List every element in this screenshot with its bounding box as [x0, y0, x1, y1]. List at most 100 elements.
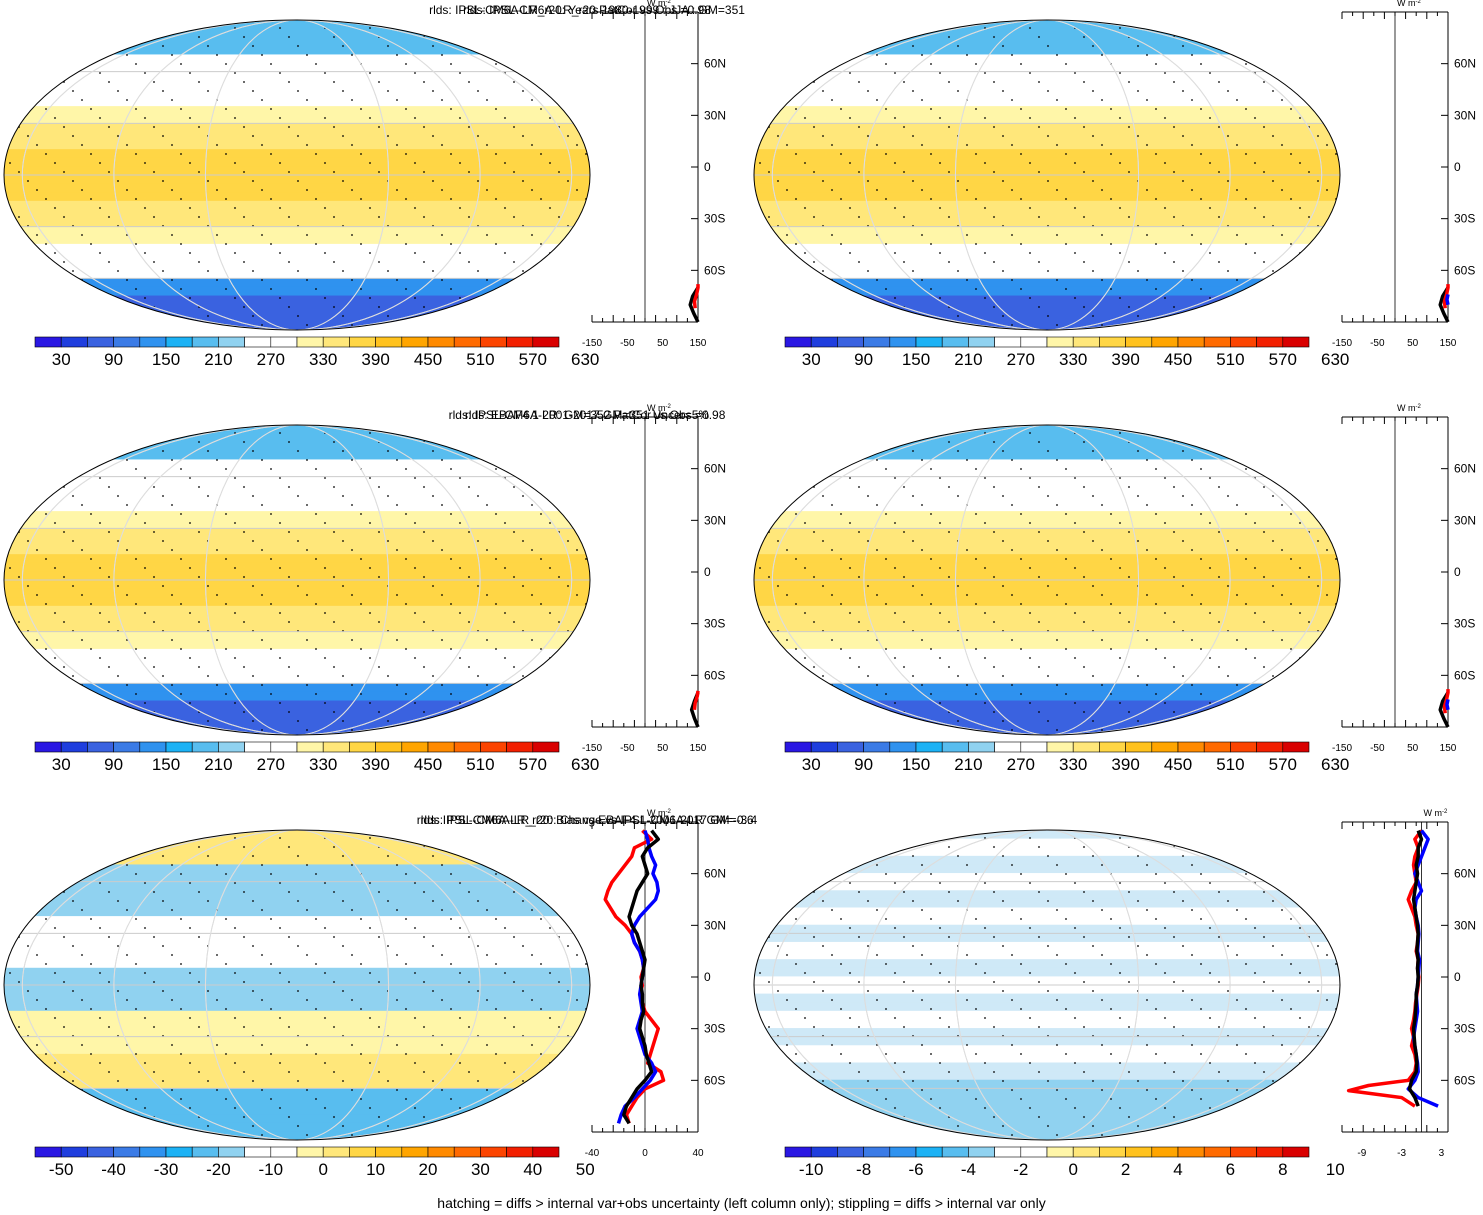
- colorbar-swatch: [87, 741, 114, 753]
- colorbar-swatch: [1256, 1146, 1284, 1158]
- zonal-x-tick-label: 0: [642, 1148, 648, 1159]
- colorbar-swatch: [1230, 1146, 1257, 1158]
- colorbar-swatch: [34, 741, 62, 753]
- colorbar-swatch: [60, 336, 88, 348]
- colorbar-tick-label: 390: [361, 755, 389, 774]
- colorbar-swatch: [1177, 336, 1205, 348]
- colorbar-tick-label: 570: [519, 755, 547, 774]
- colorbar-swatch: [218, 1146, 245, 1158]
- colorbar-swatch: [1099, 741, 1126, 753]
- colorbar-swatch: [218, 336, 245, 348]
- colorbar-swatch: [1125, 1146, 1153, 1158]
- lat-tick-label: 30N: [1454, 918, 1476, 932]
- colorbar-swatch: [810, 1146, 838, 1158]
- colorbar-swatch: [139, 1146, 167, 1158]
- colorbar-swatch: [401, 1146, 429, 1158]
- panel-p5: rlds: IPSL-CM6A-LR_r20: Bias vs EBAF4.1 …: [3, 813, 758, 1179]
- colorbar-swatch: [375, 336, 403, 348]
- colorbar-tick-label: 510: [1216, 755, 1244, 774]
- lat-tick-label: 60S: [1454, 668, 1475, 682]
- map-border: [3, 829, 591, 1141]
- colorbar-tick-label: 330: [309, 350, 337, 369]
- colorbar-swatch: [165, 336, 193, 348]
- colorbar-swatch: [113, 741, 141, 753]
- colorbar-swatch: [1046, 741, 1074, 753]
- colorbar-swatch: [1203, 741, 1231, 753]
- colorbar-tick-label: 90: [854, 755, 873, 774]
- colorbar-swatch: [34, 1146, 62, 1158]
- colorbar-tick-label: 390: [1111, 755, 1139, 774]
- colorbar-swatch: [941, 1146, 969, 1158]
- colorbar-swatch: [506, 741, 534, 753]
- colorbar-tick-label: 210: [204, 350, 232, 369]
- colorbar-swatch: [915, 336, 943, 348]
- colorbar-swatch: [532, 336, 560, 348]
- colorbar-swatch: [863, 1146, 891, 1158]
- lat-tick-label: 30S: [704, 1022, 725, 1036]
- colorbar-swatch: [296, 336, 324, 348]
- colorbar-swatch: [994, 1146, 1022, 1158]
- lat-tick-label: 60S: [1454, 263, 1475, 277]
- colorbar-swatch: [784, 336, 812, 348]
- colorbar-swatch: [191, 741, 219, 753]
- colorbar-swatch: [453, 741, 481, 753]
- colorbar-tick-label: 510: [466, 350, 494, 369]
- colorbar-swatch: [994, 741, 1022, 753]
- panel-p2: rlds: IPSL-CM6A-LR_r20 PatCor vs Obs =0.…: [463, 3, 1349, 369]
- zonal-series-zonal_other: [1406, 829, 1439, 1108]
- lat-tick-label: 30S: [704, 617, 725, 631]
- zonal-unit-label: W m-2: [1397, 0, 1421, 8]
- colorbar-swatch: [113, 1146, 141, 1158]
- zonal-x-tick-label: -50: [620, 338, 635, 349]
- colorbar-swatch: [322, 741, 350, 753]
- colorbar-tick-label: 450: [1164, 350, 1192, 369]
- colorbar-swatch: [191, 1146, 219, 1158]
- colorbar-swatch: [1282, 1146, 1310, 1158]
- colorbar-tick-label: 8: [1278, 1160, 1287, 1179]
- colorbar-tick-label: 150: [902, 350, 930, 369]
- map-field: [4, 425, 590, 735]
- colorbar-tick-label: 150: [152, 755, 180, 774]
- colorbar-swatch: [863, 336, 891, 348]
- colorbar-swatch: [1256, 741, 1284, 753]
- lat-tick-label: 60S: [704, 668, 725, 682]
- colorbar-tick-label: 90: [104, 350, 123, 369]
- map-border: [753, 424, 1341, 736]
- colorbar-swatch: [322, 1146, 350, 1158]
- colorbar-swatch: [375, 741, 403, 753]
- colorbar-tick-label: 90: [854, 350, 873, 369]
- zonal-x-tick-label: 150: [1440, 338, 1457, 349]
- zonal-unit-label: W m-2: [1424, 808, 1448, 818]
- colorbar-swatch: [784, 741, 812, 753]
- colorbar-swatch: [889, 741, 917, 753]
- colorbar-swatch: [1125, 336, 1153, 348]
- colorbar-swatch: [165, 741, 193, 753]
- lat-tick-label: 30N: [704, 513, 726, 527]
- colorbar-tick-label: -20: [206, 1160, 231, 1179]
- colorbar-swatch: [244, 741, 272, 753]
- colorbar-swatch: [915, 741, 943, 753]
- colorbar-tick-label: 630: [571, 350, 599, 369]
- colorbar-tick-label: 210: [954, 350, 982, 369]
- colorbar-swatch: [941, 336, 969, 348]
- zonal-panel-p2: W m-2 60N 30N 0 30S 60S -150 -50 50 150: [1332, 0, 1476, 349]
- colorbar: 30 90 150 210 270 330 390 450 510 570 630: [784, 336, 1349, 369]
- zonal-panel-p1: W m-2 60N 30N 0 30S 60S -150 -50 50 150: [582, 0, 726, 349]
- zonal-series-zonal_model: [1438, 286, 1450, 323]
- colorbar-swatch: [1282, 741, 1310, 753]
- zonal-panel-p6: W m-2 60N 30N 0 30S 60S -9 -3 3: [1341, 808, 1476, 1159]
- colorbar-tick-label: 20: [419, 1160, 438, 1179]
- colorbar-tick-label: 210: [954, 755, 982, 774]
- map-title: rlds: IPSL-CM6A-LR_r20 PatCor vs Obs =0.…: [463, 3, 711, 17]
- colorbar-tick-label: 150: [152, 350, 180, 369]
- colorbar-tick-label: 10: [1326, 1160, 1345, 1179]
- colorbar-swatch: [401, 336, 429, 348]
- lat-tick-label: 30S: [1454, 1022, 1475, 1036]
- colorbar-swatch: [60, 741, 88, 753]
- lat-tick-label: 30S: [1454, 212, 1475, 226]
- colorbar-tick-label: 450: [414, 350, 442, 369]
- zonal-unit-label: W m-2: [1397, 403, 1421, 413]
- colorbar-tick-label: 570: [519, 350, 547, 369]
- lat-tick-label: 60N: [1454, 57, 1476, 71]
- colorbar-swatch: [994, 336, 1022, 348]
